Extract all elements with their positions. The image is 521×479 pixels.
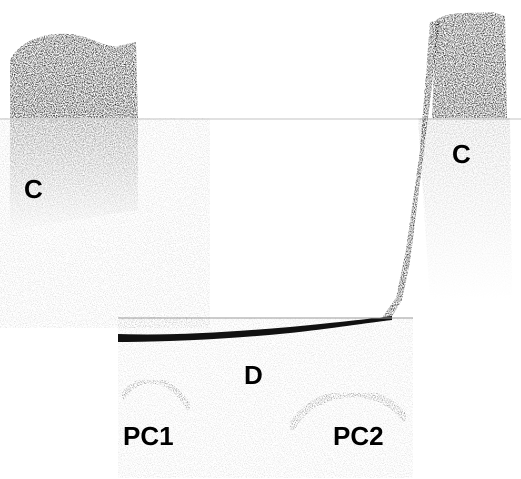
pc1-arc [119, 377, 193, 412]
label-cornea-right: C [452, 139, 471, 169]
label-pc2: PC2 [333, 421, 384, 451]
label-descemet: D [244, 360, 263, 390]
descemet-membrane [118, 316, 392, 342]
label-pc1: PC1 [123, 421, 174, 451]
left-cornea-fade [10, 118, 138, 230]
right-cornea-tissue [432, 12, 507, 118]
descemet-edge [382, 20, 440, 318]
left-cornea-tissue [10, 33, 138, 118]
label-cornea-left: C [24, 174, 43, 204]
pc2-arc [286, 389, 410, 432]
right-cornea-fade [418, 118, 512, 300]
